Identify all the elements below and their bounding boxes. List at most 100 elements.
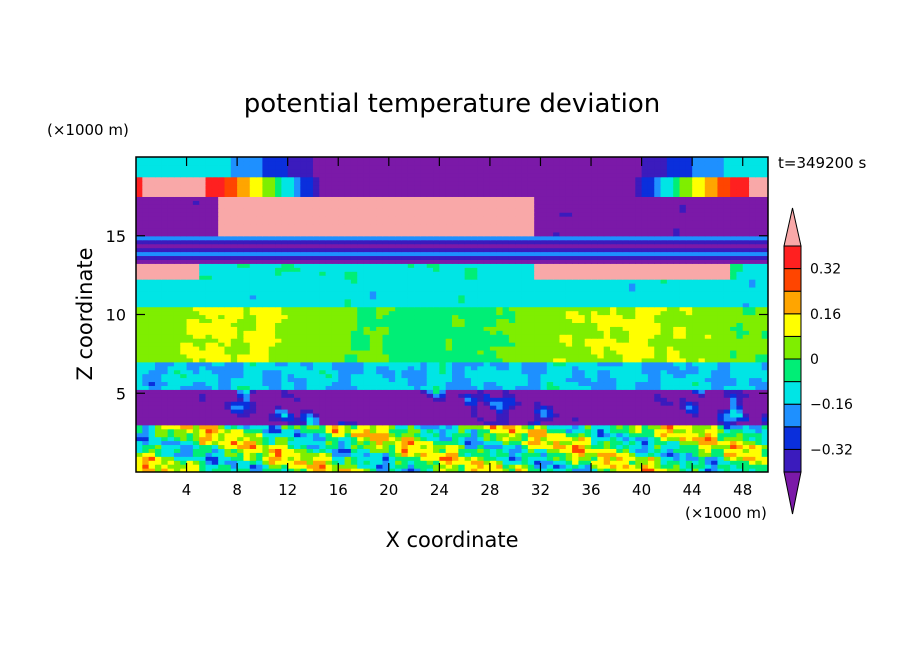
contour-cell [515,349,523,355]
contour-cell [186,405,194,410]
contour-cell [755,279,763,284]
contour-cell [666,283,674,288]
contour-cell [660,369,668,375]
contour-cell [654,286,662,292]
contour-cell [136,397,143,402]
contour-cell [603,377,611,383]
contour-cell [496,290,504,296]
contour-cell [553,444,561,449]
contour-cell [572,464,579,469]
contour-cell [319,401,327,406]
contour-cell [325,416,333,422]
contour-cell [249,452,257,457]
contour-cell [268,468,276,472]
contour-cell [243,322,251,327]
contour-cell [502,361,510,367]
contour-cell [584,412,592,418]
contour-cell [218,440,226,446]
contour-cell [312,420,320,426]
contour-cell [578,405,586,410]
contour-cell [464,353,472,359]
contour-cell [211,428,219,434]
contour-cell [610,405,617,410]
contour-cell [325,412,333,418]
contour-cell [654,283,662,288]
contour-cell [350,464,358,469]
contour-cell [325,346,333,351]
contour-cell [268,389,276,394]
contour-cell [597,401,605,406]
contour-cell [591,373,598,379]
contour-cell [224,334,232,339]
contour-cell [647,318,655,323]
contour-cell [622,357,630,363]
contour-cell [464,416,472,422]
contour-cell [559,334,567,339]
contour-cell [230,369,238,375]
contour-cell [692,353,700,359]
contour-cell [496,401,504,406]
contour-cell [489,302,497,308]
contour-cell [628,322,636,327]
contour-cell [559,346,567,351]
contour-cell [344,448,352,453]
contour-cell [237,302,245,308]
contour-cell [723,310,731,316]
contour-cell [237,456,245,461]
contour-cell [180,310,188,316]
contour-cell [496,318,504,323]
contour-cell [591,436,598,442]
contour-cell [426,381,434,386]
contour-cell [660,318,668,323]
contour-cell [420,409,428,414]
contour-cell [464,444,472,449]
contour-cell [610,306,617,312]
contour-cell [679,452,687,457]
contour-cell [256,353,263,359]
contour-cell [306,326,314,331]
contour-cell [742,389,750,394]
contour-cell [350,338,358,343]
contour-cell [148,424,156,430]
contour-cell [186,389,194,394]
contour-cell [584,464,592,469]
contour-cell [167,330,175,335]
contour-cell [742,377,750,383]
contour-cell [578,279,586,284]
contour-cell [148,448,156,453]
contour-cell [527,381,535,386]
contour-cell [401,365,409,371]
contour-cell [224,310,232,316]
contour-cell [749,420,756,426]
contour-cell [698,330,706,335]
contour-cell [711,401,719,406]
contour-cell [470,405,478,410]
contour-cell [527,326,535,331]
contour-cell [161,428,169,434]
contour-cell [192,389,200,394]
contour-cell [192,448,200,453]
contour-cell [161,290,169,296]
contour-cell [610,393,617,398]
contour-cell [521,302,529,308]
contour-cell [211,357,219,363]
contour-cell [647,322,655,327]
contour-cell [331,349,339,355]
contour-cell [508,290,516,296]
contour-cell [224,357,232,363]
contour-cell [464,393,472,398]
contour-cell [660,286,668,292]
contour-cell [755,385,763,390]
contour-cell [761,424,768,430]
contour-cell [294,369,301,375]
contour-cell [660,338,668,343]
contour-cell [591,342,598,347]
contour-cell [508,460,516,465]
contour-cell [148,334,156,339]
contour-cell [294,283,301,288]
contour-cell [717,452,725,457]
contour-cell [300,302,308,308]
contour-cell [489,412,497,418]
contour-cell [565,460,573,465]
contour-cell [477,409,485,414]
